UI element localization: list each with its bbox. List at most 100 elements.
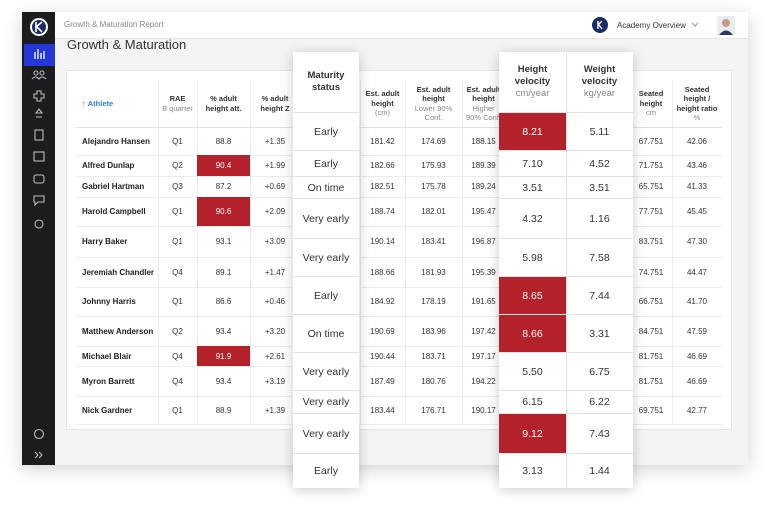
table-cell: 191.65	[471, 297, 496, 306]
table-cell: 90.4	[197, 155, 250, 176]
nav-icon[interactable]	[34, 108, 44, 118]
dropdown-icon[interactable]	[691, 22, 699, 28]
table-cell: 47.30	[686, 237, 708, 246]
athlete-name: Johnny Harris	[82, 297, 136, 306]
nav-active[interactable]	[24, 44, 55, 66]
table-cell: 182.66	[370, 161, 395, 170]
expand-icon[interactable]	[34, 451, 43, 459]
sort-icon[interactable]: ↑	[82, 98, 86, 108]
table-cell: 88.9	[215, 405, 232, 415]
table-cell: 91.9	[197, 346, 250, 366]
velocity-value: 6.75	[566, 352, 633, 390]
column-header: Seated height / height ratio%	[672, 80, 722, 127]
column-header: % adult height Z	[250, 80, 300, 127]
table-cell: Q2	[172, 326, 183, 336]
header-title: Seated height / height ratio	[676, 84, 718, 113]
table-cell: 189.24	[471, 182, 496, 191]
velocity-value: 7.44	[566, 276, 633, 314]
column-divider	[462, 80, 463, 424]
table-cell: 93.4	[215, 376, 232, 386]
velocity-value: 5.50	[499, 352, 566, 390]
table-cell: 175.78	[421, 182, 446, 191]
table-cell: 197.17	[471, 351, 496, 361]
header-title: % adult height Z	[260, 94, 290, 113]
table-cell: Q4	[172, 376, 183, 386]
table-cell: Q3	[172, 182, 183, 191]
athlete-name: Nick Gardner	[82, 405, 133, 415]
table-cell: 44.47	[686, 267, 708, 277]
column-header: RAE B quarter	[158, 80, 197, 127]
header-unit: cm/year	[515, 87, 550, 99]
column-divider	[360, 80, 361, 424]
table-cell: 181.93	[421, 267, 446, 277]
column-header: Est. adult height Higher 90% Conf.	[462, 80, 505, 127]
account-selector[interactable]: Academy Overview	[617, 21, 686, 30]
table-cell: +2.09	[264, 207, 286, 216]
table-cell: 190.14	[370, 237, 395, 246]
velocity-value: 7.43	[566, 413, 633, 453]
table-cell: 46.69	[686, 351, 708, 361]
nav-icon[interactable]	[31, 70, 47, 80]
table-cell: 183.44	[370, 405, 395, 415]
table-cell: 41.33	[686, 182, 708, 191]
table-cell: 188.66	[370, 267, 395, 277]
table-cell: 74.751	[638, 267, 664, 277]
table-cell: +1.35	[264, 136, 286, 146]
row-divider	[76, 316, 722, 317]
nav-icon[interactable]	[34, 129, 44, 141]
header-title: RAE	[169, 94, 186, 104]
column-header: Seated height cm	[630, 80, 672, 127]
table-cell: +3.20	[264, 326, 286, 336]
row-divider	[76, 127, 722, 128]
table-cell: 83.751	[638, 237, 664, 246]
help-icon[interactable]	[33, 428, 45, 440]
athlete-name: Harold Campbell	[82, 207, 146, 216]
table-cell: 176.71	[421, 405, 446, 415]
column-header: Est. adult height Lower 90% Conf.	[405, 80, 462, 127]
athlete-name: Myron Barrett	[82, 376, 135, 386]
table-cell: 84.751	[638, 326, 664, 336]
table-cell: 81.751	[638, 351, 664, 361]
table-cell: +0.46	[264, 297, 286, 306]
header-subtitle: B quarter	[162, 103, 193, 113]
maturity-status: Early	[293, 276, 359, 314]
table-cell: 67.751	[638, 136, 664, 146]
maturity-card: Maturity status Early Early On time Very ear…	[293, 52, 359, 488]
table-cell: 180.76	[421, 376, 446, 386]
table-cell: 195.47	[471, 207, 496, 216]
nav-icon[interactable]	[33, 151, 45, 162]
table-cell: 183.96	[421, 326, 446, 336]
table-cell: Q1	[172, 136, 183, 146]
velocity-value: 1.44	[566, 453, 633, 488]
velocity-card: Height velocity cm/year Weight velocity kg/…	[499, 52, 633, 488]
column-header[interactable]: ↑ Athlete	[76, 80, 158, 127]
table-cell: 71.751	[638, 161, 664, 170]
table-cell: 188.74	[370, 207, 395, 216]
velocity-value: 3.51	[499, 176, 566, 198]
table-cell: 93.1	[215, 237, 232, 246]
nav-icon[interactable]	[33, 174, 45, 184]
maturity-status: Very early	[293, 390, 359, 413]
account-logo	[592, 17, 608, 33]
table-cell: Q4	[172, 267, 183, 277]
column-header: % adult height att.	[197, 80, 250, 127]
table-cell: 42.06	[686, 136, 708, 146]
sidebar	[22, 12, 55, 465]
avatar[interactable]	[715, 15, 737, 36]
nav-icon[interactable]	[33, 90, 45, 102]
table-cell: 69.751	[638, 405, 664, 415]
column-divider	[158, 80, 159, 424]
table-cell: Q1	[172, 207, 183, 216]
table-cell: 86.6	[215, 297, 232, 306]
velocity-value: 7.10	[499, 150, 566, 176]
velocity-value: 5.98	[499, 238, 566, 276]
velocity-value: 8.21	[499, 112, 566, 150]
velocity-value: 3.13	[499, 453, 566, 488]
nav-icon[interactable]	[34, 219, 44, 229]
topbar: Growth & Maturation Report Academy Overv…	[55, 12, 748, 39]
table-cell: +0.69	[264, 182, 286, 191]
nav-icon[interactable]	[33, 195, 45, 207]
velocity-value: 4.52	[566, 150, 633, 176]
table-cell: 196.87	[471, 237, 496, 246]
